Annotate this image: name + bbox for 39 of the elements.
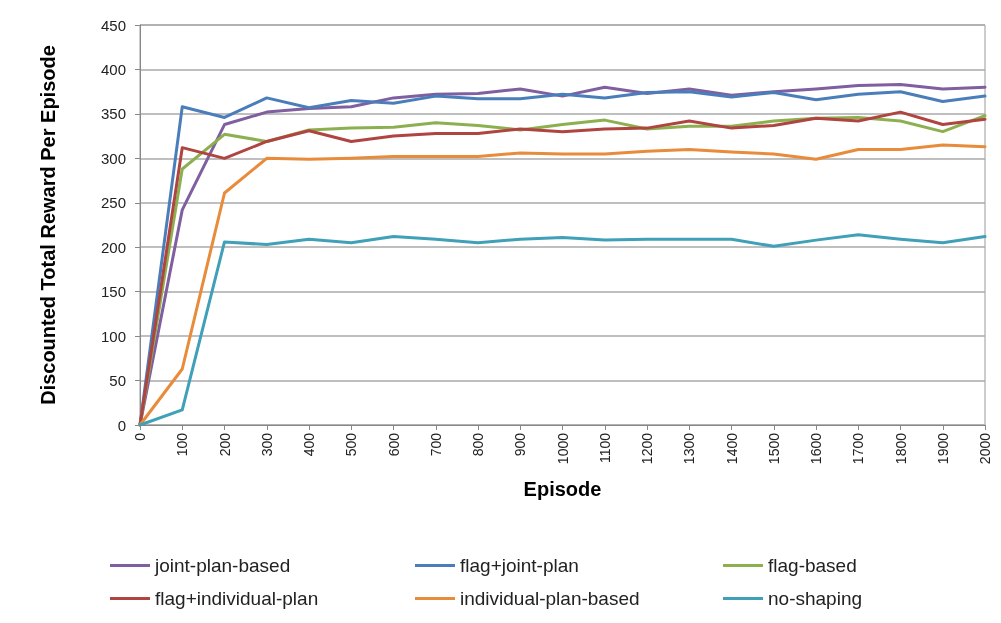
y-tick-label: 200 xyxy=(100,238,126,256)
legend-label: flag+joint-plan xyxy=(460,555,579,576)
x-tick-label: 300 xyxy=(258,432,275,457)
y-axis-title: Discounted Total Reward Per Episode xyxy=(37,45,59,405)
x-tick-label: 1000 xyxy=(554,432,571,465)
x-tick-label: 1400 xyxy=(723,432,740,465)
y-tick-label: 150 xyxy=(100,283,126,301)
x-tick-label: 800 xyxy=(470,432,486,457)
legend-label: flag+individual-plan xyxy=(155,588,319,609)
x-tick-label: 1100 xyxy=(596,432,613,464)
y-tick-label: 450 xyxy=(100,16,126,34)
x-tick-label: 1500 xyxy=(765,432,782,465)
y-tick-label: 400 xyxy=(100,60,126,78)
x-tick-label: 900 xyxy=(512,432,529,457)
legend-label: flag-based xyxy=(768,555,857,576)
x-tick-label: 0 xyxy=(132,432,148,441)
x-tick-label: 1300 xyxy=(681,432,698,465)
x-tick-label: 500 xyxy=(343,432,360,457)
y-tick-label: 100 xyxy=(100,327,126,345)
y-tick-label: 0 xyxy=(117,416,126,434)
y-tick-label: 300 xyxy=(100,149,126,167)
legend-label: no-shaping xyxy=(768,588,863,609)
x-tick-label: 200 xyxy=(216,432,233,457)
legend-label: individual-plan-based xyxy=(460,588,640,609)
x-tick-label: 400 xyxy=(301,432,317,457)
x-tick-label: 2000 xyxy=(977,432,993,465)
x-tick-label: 1200 xyxy=(639,432,655,465)
x-tick-label: 700 xyxy=(427,432,444,457)
y-tick-label: 250 xyxy=(100,194,126,212)
x-tick-label: 100 xyxy=(174,432,191,457)
x-tick-label: 600 xyxy=(385,432,402,457)
x-tick-label: 1900 xyxy=(934,432,951,465)
x-tick-label: 1700 xyxy=(850,432,867,465)
y-tick-label: 350 xyxy=(100,105,126,123)
legend-label: joint-plan-based xyxy=(154,555,291,576)
x-axis-title: Episode xyxy=(523,478,602,500)
x-tick-label: 1800 xyxy=(892,432,909,465)
y-tick-label: 50 xyxy=(109,372,126,390)
x-tick-label: 1600 xyxy=(808,432,824,465)
